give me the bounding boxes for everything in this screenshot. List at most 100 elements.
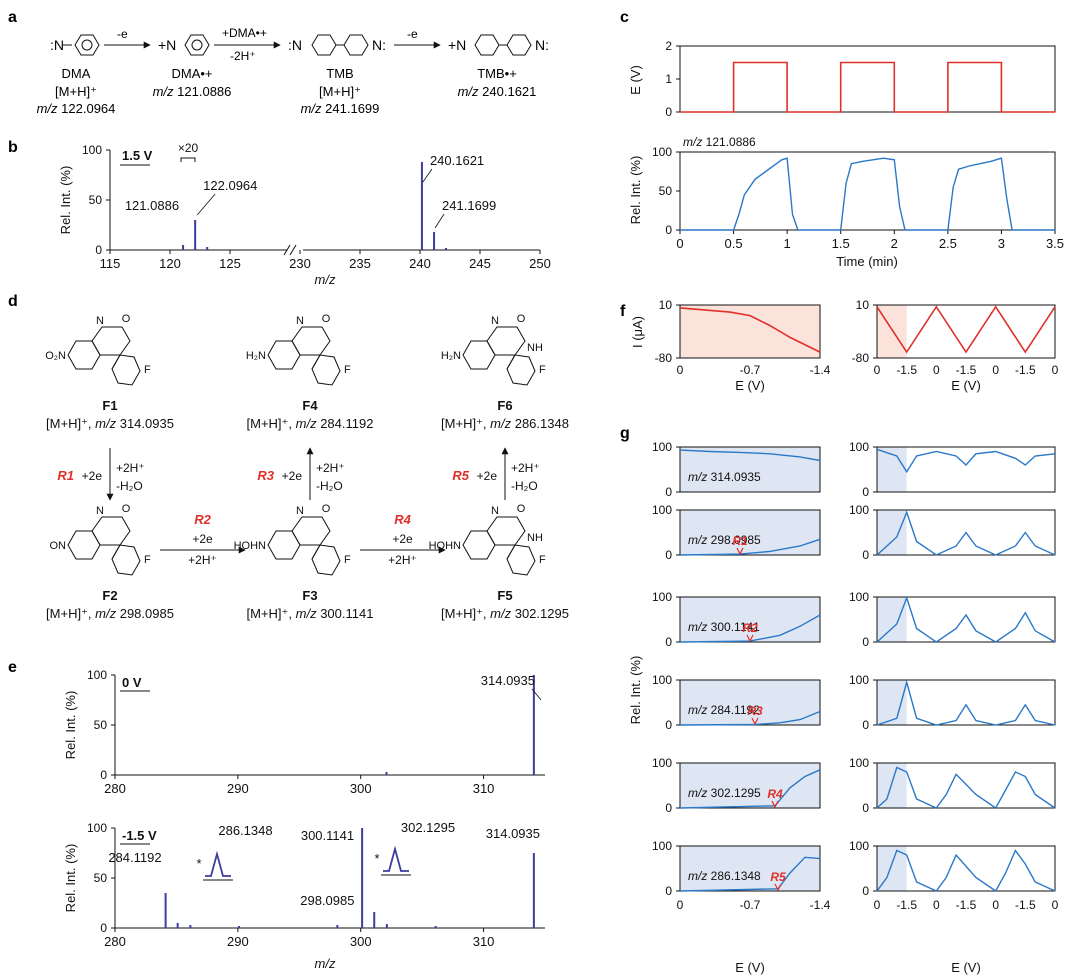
g-5-reaction-arrow <box>774 883 782 892</box>
compound-F2-f: F <box>144 554 151 566</box>
g-3-right-trace <box>876 679 1056 726</box>
g-2-trace-label-mz-label: m/z <box>688 620 707 634</box>
mz-label: m/z <box>95 606 116 621</box>
g-4-right-trace <box>876 766 1056 810</box>
e-inset-star-1: * <box>374 851 379 866</box>
reaction-R5-label: R5 <box>452 468 469 483</box>
reaction-R4-top: +2e <box>392 532 413 546</box>
svg-text::N: :N <box>50 37 64 53</box>
g-4-left-y-tick-label-1: 100 <box>652 756 672 770</box>
g-0-trace-label-mz-label: m/z <box>688 470 707 484</box>
ion-label: [M+H]⁺, <box>441 416 490 431</box>
e-bottom-y-tick-label-2: 100 <box>87 821 107 835</box>
compound-F5-id: F5 <box>497 588 512 603</box>
g-3-trace-label-mz-value: 284.1192 <box>707 703 760 717</box>
compound-F2-n: N <box>96 505 104 517</box>
c-trace-label: m/z 121.0886 <box>683 135 756 149</box>
b-leader-2 <box>422 168 433 183</box>
g-2-right-y-tick-label-0: 0 <box>862 635 869 649</box>
dma-name: DMA <box>62 66 91 81</box>
e-bottom-peak-label-0: 284.1192 <box>108 850 161 865</box>
g-1-left-y-tick-label-1: 100 <box>652 503 672 517</box>
g-2-right-frame <box>876 596 1056 643</box>
mz-label: m/z <box>296 416 317 431</box>
panel-label-d: d <box>8 293 18 310</box>
e-top-leader-0 <box>531 688 542 701</box>
g-3-left-y-tick-label-0: 0 <box>665 718 672 732</box>
mz-label: m/z <box>490 416 511 431</box>
e-inset-peak-0 <box>205 850 231 877</box>
c-bottom-y-tick-label-2: 100 <box>652 145 672 159</box>
compound-F2-bond <box>111 544 121 560</box>
e-bottom-peak-label-1: 286.1348 <box>218 823 272 838</box>
compound-F5-mz: [M+H]⁺, m/z 302.1295 <box>441 606 569 621</box>
ion-label: [M+H]⁺, <box>46 606 95 621</box>
e-top-y-label: Rel. Int. (%) <box>63 691 78 760</box>
c-bottom-frame <box>679 151 1056 231</box>
g-1-right-shade <box>877 510 907 555</box>
g-3-right-frame <box>876 679 1056 726</box>
compound-F6-benzo-ring <box>462 340 496 370</box>
g-4-right-frame <box>876 762 1056 809</box>
reaction-R3-right2: -H₂O <box>316 479 343 493</box>
e-inset-star-0: * <box>196 856 201 871</box>
c-bottom-y-label: Rel. Int. (%) <box>628 156 643 225</box>
reaction-R5-right2: -H₂O <box>511 479 538 493</box>
compound-F4-f: F <box>344 364 351 376</box>
scheme-d: N O F O₂N F1 [M+H]⁺, m/z 314.0935 N O F H₂N F4 [M+H… <box>45 313 569 621</box>
e-inset-peak-1 <box>383 845 409 872</box>
c-ion-trace <box>680 157 1055 231</box>
g-left-x-tick-0: 0 <box>677 898 684 912</box>
b-x-tick-label-0: 115 <box>100 256 121 271</box>
g-3-reaction-arrow <box>751 717 759 726</box>
e-bottom-x-tick-label-1: 290 <box>227 934 249 949</box>
e-bottom-y-tick-label-0: 0 <box>100 921 107 935</box>
arrow-1-label: -e <box>117 27 128 41</box>
g-4-reaction-arrow <box>771 800 779 809</box>
reaction-R1-right2: -H₂O <box>116 479 143 493</box>
b-zoom-note: ×20 <box>178 141 199 155</box>
e-top-y-tick-label-1: 50 <box>94 718 108 732</box>
compound-F2-benzo-ring <box>67 530 101 560</box>
e-bottom-potential-note: -1.5 V <box>122 828 157 843</box>
compound-F1-id: F1 <box>102 398 117 413</box>
g-4-trace-label: m/z 302.1295 <box>688 786 761 800</box>
compound-F3-o: O <box>322 503 331 515</box>
scheme-a: :N -e +N +DMA•+ -2H⁺ :N N: -e +N <box>37 26 549 116</box>
compound-F4: N O F H₂N <box>246 313 351 386</box>
e-top-x-tick-label-2: 300 <box>350 781 372 796</box>
f-right-x-label: E (V) <box>951 378 981 393</box>
g-3-trace-label-mz-label: m/z <box>688 703 707 717</box>
g-3-right-y-tick-label-0: 0 <box>862 718 869 732</box>
reaction-R2-label: R2 <box>194 512 211 527</box>
g-5-right-trace <box>876 849 1056 893</box>
tmb-mz: m/z 241.1699 <box>301 101 380 116</box>
b-axis-break-1 <box>283 244 291 256</box>
g-2-right-trace <box>876 595 1056 643</box>
panel-label-e: e <box>8 659 17 676</box>
mz-label: m/z <box>490 606 511 621</box>
compound-F3-benzo-ring <box>267 530 301 560</box>
f-right-x-tick-0: 0 <box>874 363 881 377</box>
f-right-trace <box>876 305 1056 354</box>
e-bottom-x-tick-label-2: 300 <box>350 934 372 949</box>
compound-F6-n: N <box>491 315 499 327</box>
compound-F5-f: F <box>539 554 546 566</box>
f-right-x-tick-1: -1.5 <box>896 363 917 377</box>
g-4-left-frame <box>679 762 821 809</box>
c-x-tick-label-1: 0.5 <box>725 236 743 251</box>
g-1-right-trace <box>876 510 1056 556</box>
compound-F1-mz: [M+H]⁺, m/z 314.0935 <box>46 416 174 431</box>
dma-ion: [M+H]⁺ <box>55 84 97 99</box>
g-1-left-y-tick-label-0: 0 <box>665 548 672 562</box>
g-0-right-y-tick-label-0: 0 <box>862 485 869 499</box>
e-bottom-peak-label-2: 298.0985 <box>300 893 354 908</box>
ion-label: [M+H]⁺, <box>247 416 296 431</box>
e-bottom-peak-label-4: 302.1295 <box>401 820 455 835</box>
tmb-radical-name: TMB•+ <box>477 66 517 81</box>
arrow-2-top: +DMA•+ <box>222 26 267 40</box>
compound-F1-phenyl-ring <box>111 354 141 386</box>
compound-F3-mz: [M+H]⁺, m/z 300.1141 <box>247 606 374 621</box>
